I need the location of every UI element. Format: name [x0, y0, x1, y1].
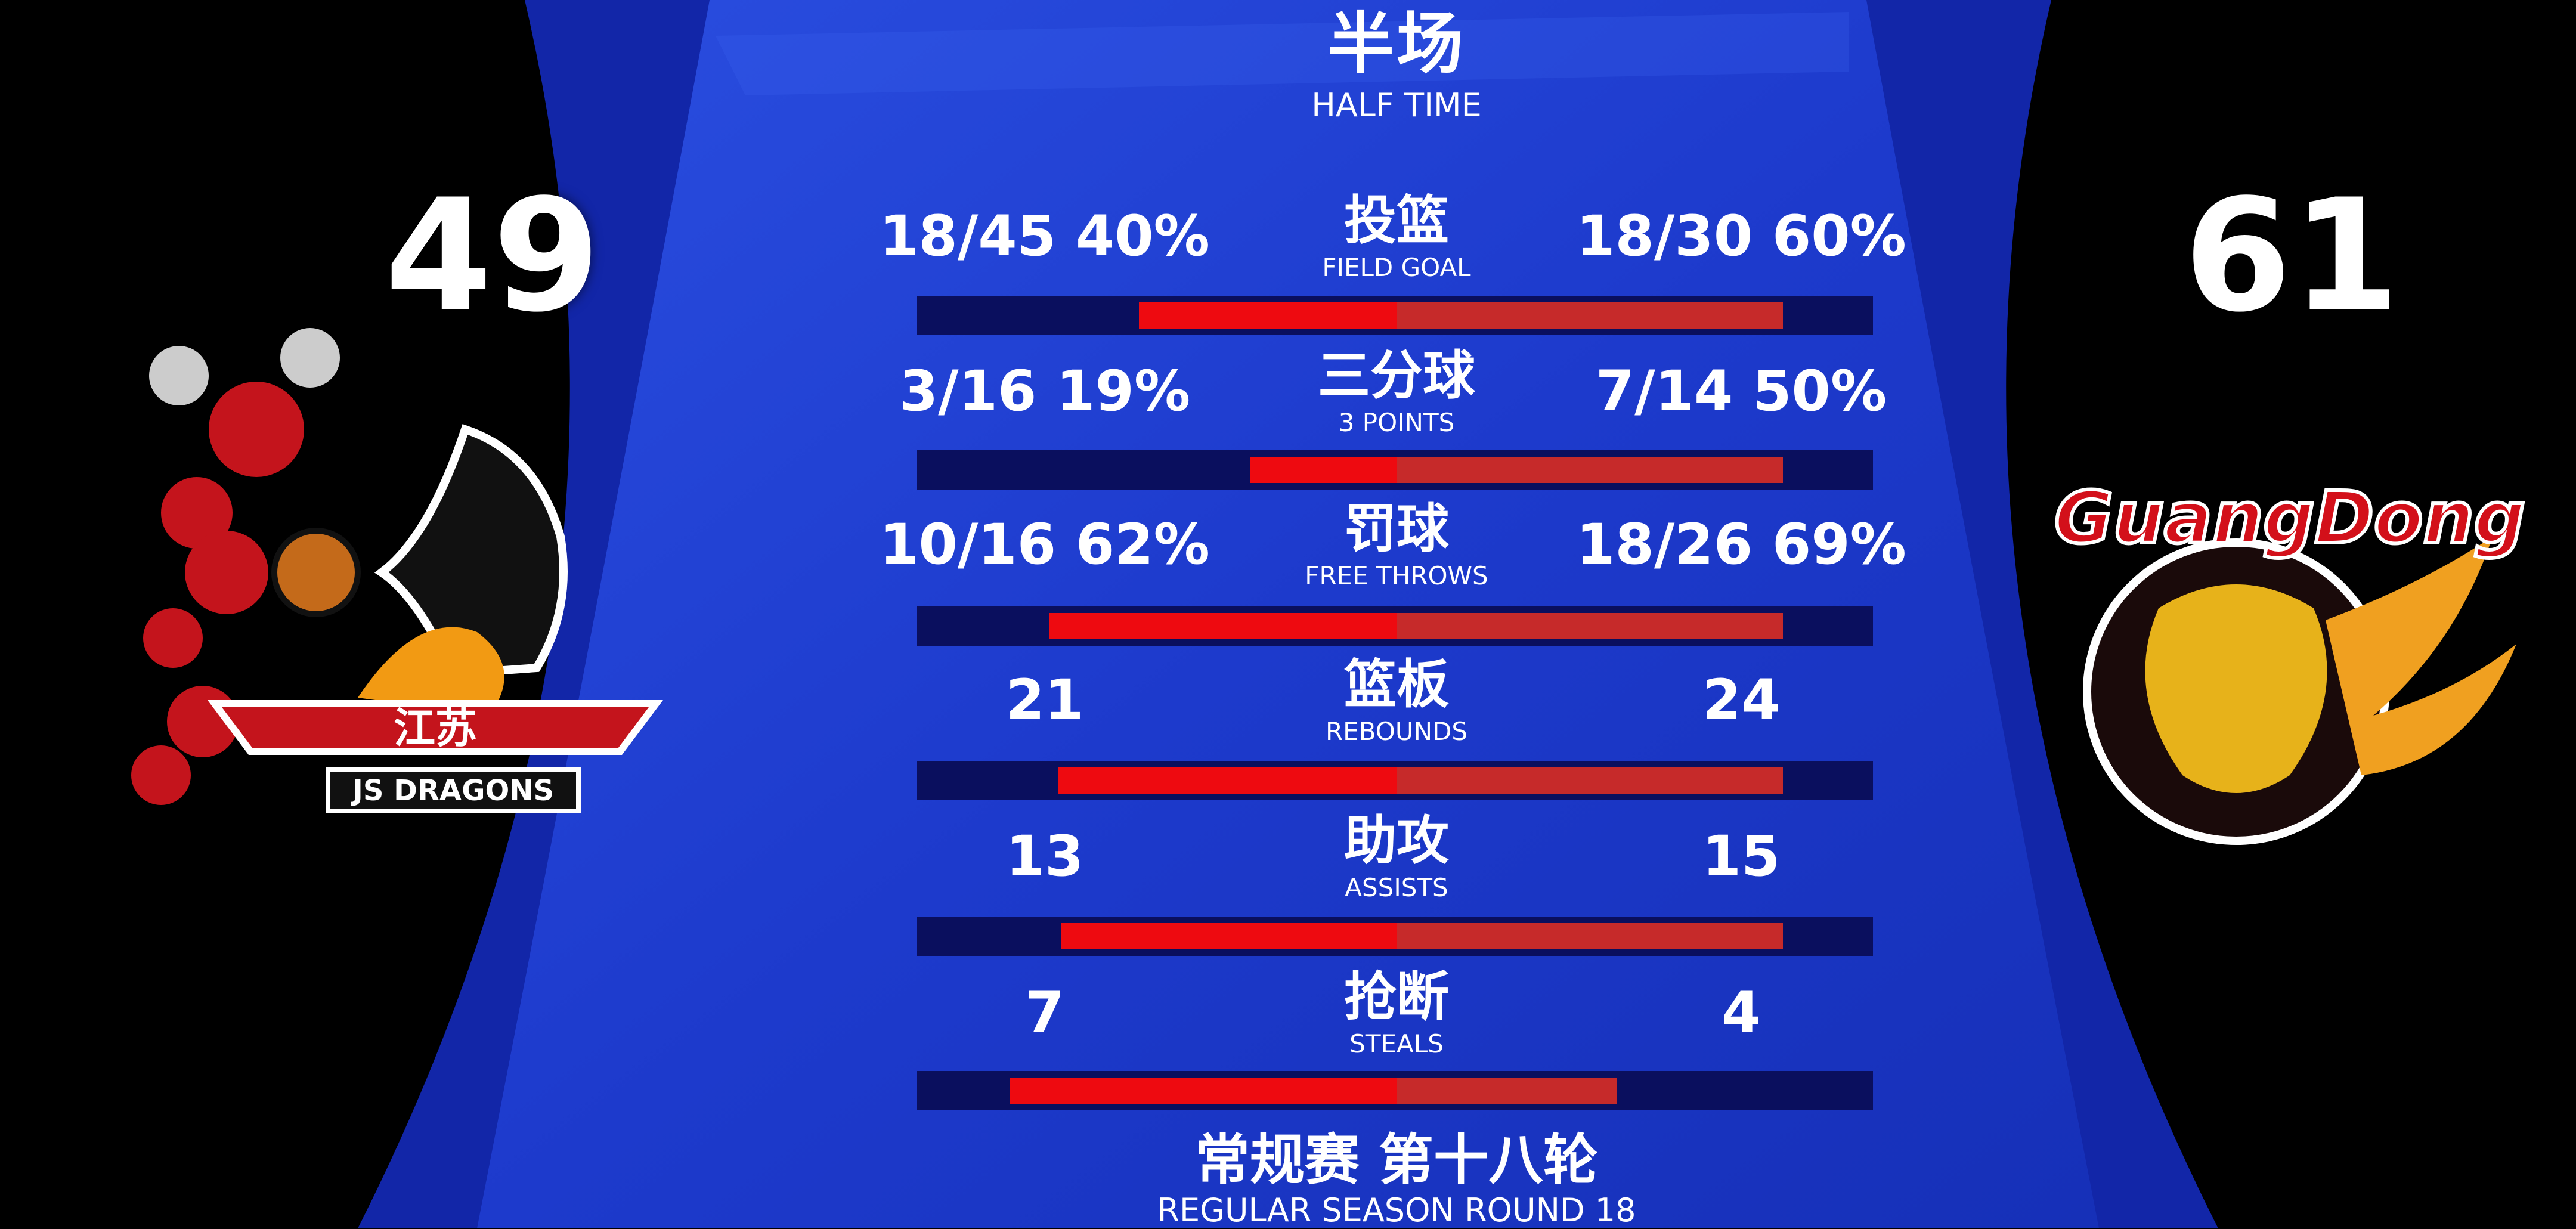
away-logo-text: GuangDong	[2054, 477, 2525, 560]
home-stat-value: 3/16 19%	[899, 359, 1191, 424]
round-label-cn: 常规赛 第十八轮	[1194, 1128, 1599, 1192]
home-stat-bar	[1139, 302, 1397, 329]
home-logo-subtext: JS DRAGONS	[351, 774, 554, 807]
stat-label-en: FIELD GOAL	[1322, 253, 1471, 282]
title-half-time-en: HALF TIME	[1311, 86, 1482, 124]
home-stat-bar	[1010, 1078, 1397, 1104]
home-stat-value: 7	[1025, 980, 1064, 1045]
stat-comparison-bar	[917, 917, 1873, 956]
home-stat-bar	[1049, 613, 1397, 639]
away-stat-value: 24	[1702, 668, 1781, 733]
home-score: 49	[385, 166, 600, 346]
away-stat-bar	[1397, 302, 1783, 329]
stat-comparison-bar	[917, 606, 1873, 646]
away-stat-value: 4	[1722, 980, 1761, 1045]
away-score: 61	[2184, 166, 2399, 346]
away-stat-bar	[1397, 613, 1783, 639]
jiangsu-dragons-logo: 江苏 JS DRAGONS	[208, 424, 663, 813]
home-stat-value: 10/16 62%	[880, 512, 1210, 577]
home-stat-value: 13	[1005, 824, 1084, 889]
home-stat-bar	[1061, 923, 1397, 949]
away-stat-value: 18/30 60%	[1576, 204, 1906, 269]
away-stat-bar	[1397, 457, 1783, 483]
home-stat-bar	[1249, 457, 1397, 483]
home-logo-text: 江苏	[394, 704, 477, 753]
round-label-en: REGULAR SEASON ROUND 18	[1157, 1191, 1636, 1229]
stat-label-cn: 罚球	[1343, 498, 1450, 559]
title-half-time-cn: 半场	[1327, 5, 1466, 83]
stat-comparison-bar	[917, 296, 1873, 335]
stat-comparison-bar	[917, 761, 1873, 800]
away-stat-bar	[1397, 1078, 1618, 1104]
stat-label-cn: 三分球	[1317, 345, 1476, 406]
home-stat-value: 21	[1005, 668, 1084, 733]
guangdong-tigers-logo: GuangDong	[2052, 475, 2527, 845]
away-stat-value: 18/26 69%	[1576, 512, 1906, 577]
stat-label-cn: 抢断	[1343, 966, 1450, 1027]
stat-comparison-bar	[917, 1071, 1873, 1110]
stat-label-en: 3 POINTS	[1338, 408, 1455, 437]
stat-comparison-bar	[917, 450, 1873, 490]
away-stat-value: 15	[1702, 824, 1781, 889]
stat-label-en: ASSISTS	[1345, 873, 1448, 902]
away-stat-bar	[1397, 767, 1783, 794]
stat-label-cn: 篮板	[1343, 654, 1450, 715]
stat-label-cn: 助攻	[1343, 810, 1450, 871]
away-stat-bar	[1397, 923, 1783, 949]
stat-label-en: STEALS	[1349, 1029, 1444, 1058]
stat-label-en: FREE THROWS	[1305, 561, 1488, 590]
stat-label-cn: 投篮	[1343, 190, 1450, 251]
home-stat-value: 18/45 40%	[880, 204, 1210, 269]
home-stat-bar	[1058, 767, 1397, 794]
away-stat-value: 7/14 50%	[1595, 359, 1887, 424]
stat-label-en: REBOUNDS	[1325, 717, 1468, 746]
